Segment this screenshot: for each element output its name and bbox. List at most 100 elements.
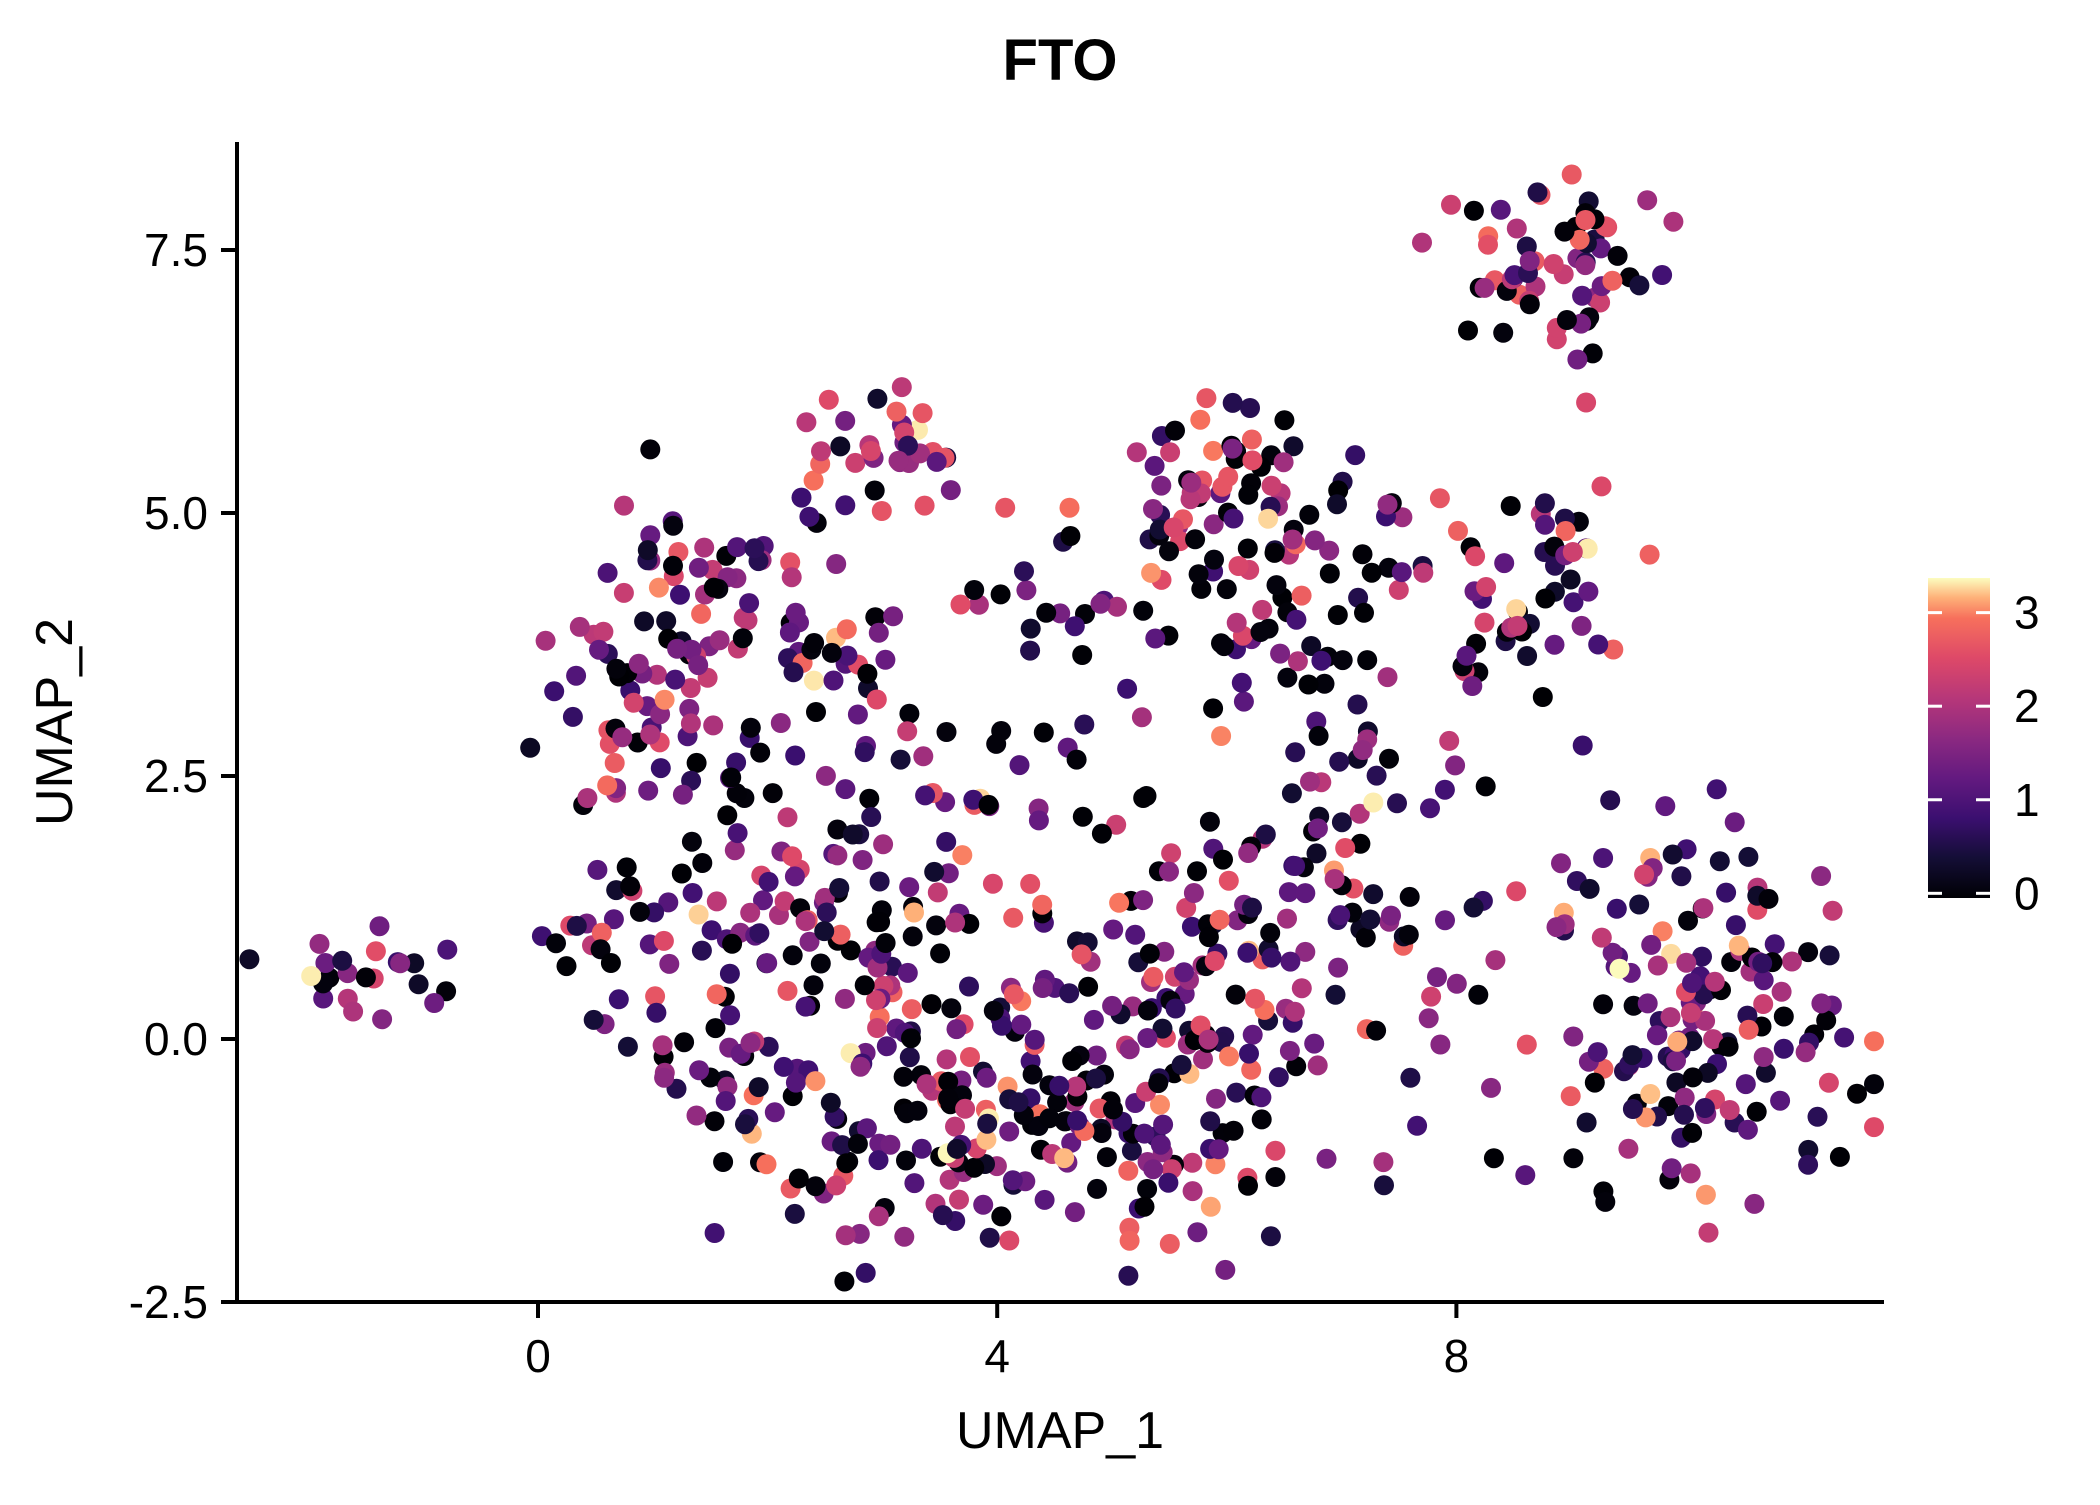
data-point — [1086, 1045, 1107, 1066]
data-point — [744, 538, 765, 559]
data-point — [795, 996, 816, 1017]
data-point — [876, 1036, 897, 1057]
data-point — [1468, 984, 1489, 1005]
data-point — [952, 845, 973, 866]
data-point — [390, 953, 411, 974]
data-point — [1218, 466, 1239, 487]
data-point — [1239, 1043, 1259, 1064]
data-point — [1020, 618, 1041, 639]
data-point — [1196, 388, 1217, 409]
data-point — [973, 1194, 994, 1215]
data-point — [835, 410, 856, 431]
data-point — [1660, 1007, 1681, 1028]
data-point — [628, 653, 649, 674]
data-point — [955, 1098, 976, 1119]
data-point — [1490, 199, 1511, 220]
data-point — [1032, 978, 1053, 998]
data-point — [640, 525, 661, 546]
data-point — [1753, 970, 1774, 991]
data-point — [1265, 1167, 1286, 1187]
data-point — [1543, 254, 1564, 274]
data-point — [640, 724, 661, 745]
data-point — [701, 920, 722, 941]
data-point — [617, 1036, 638, 1057]
data-point — [1028, 810, 1049, 831]
data-point — [566, 665, 587, 686]
data-point — [1203, 698, 1224, 719]
data-point — [1107, 596, 1127, 617]
data-point — [1061, 1132, 1082, 1153]
data-point — [650, 758, 671, 779]
data-point — [911, 1138, 932, 1159]
data-point — [719, 963, 740, 984]
data-point — [1678, 910, 1698, 931]
data-point — [1280, 951, 1301, 972]
data-point — [1228, 556, 1249, 576]
data-point — [715, 1091, 736, 1111]
data-point — [1816, 1010, 1837, 1031]
data-point — [780, 552, 801, 573]
data-point — [1481, 1077, 1501, 1098]
data-point — [623, 692, 644, 713]
data-point — [667, 638, 688, 659]
data-point — [1661, 1158, 1682, 1179]
data-point — [1119, 1230, 1140, 1251]
data-point — [544, 681, 565, 702]
data-point — [777, 807, 798, 828]
data-point — [756, 1154, 777, 1175]
data-point — [1325, 984, 1346, 1005]
data-point — [836, 1153, 857, 1174]
data-point — [785, 602, 806, 623]
data-point — [1637, 190, 1658, 211]
data-point — [964, 580, 985, 600]
data-point — [681, 639, 702, 660]
data-point — [815, 765, 836, 786]
data-point — [1773, 1006, 1794, 1027]
data-point — [1187, 1222, 1208, 1243]
data-point — [1516, 1034, 1537, 1055]
y-axis-ticks: 7.5 5.0 2.5 0.0 -2.5 — [129, 224, 237, 1328]
data-point — [1332, 650, 1353, 671]
data-point — [1003, 984, 1024, 1005]
data-point — [991, 1015, 1012, 1036]
data-point — [1379, 748, 1399, 769]
data-point — [587, 859, 608, 880]
data-point — [1692, 946, 1712, 967]
data-point — [1159, 861, 1179, 882]
data-point — [724, 840, 745, 861]
data-point — [893, 1066, 914, 1087]
data-point — [1640, 1084, 1661, 1104]
data-point — [686, 1105, 707, 1126]
data-point — [1163, 517, 1184, 538]
data-point — [782, 846, 803, 867]
data-point — [703, 577, 724, 598]
data-point — [1483, 1148, 1504, 1169]
data-point — [964, 1157, 985, 1178]
data-point — [1703, 1029, 1724, 1050]
data-point — [1366, 765, 1387, 786]
data-point — [1131, 707, 1152, 728]
data-point — [1060, 526, 1081, 546]
data-point — [593, 621, 614, 642]
data-point — [1032, 894, 1053, 915]
data-point — [646, 1002, 667, 1023]
data-point — [1674, 1104, 1694, 1125]
data-point — [855, 1262, 876, 1283]
data-point — [546, 933, 566, 954]
data-point — [1506, 881, 1527, 902]
data-point — [1143, 499, 1163, 519]
data-point — [1819, 945, 1840, 966]
data-point — [589, 639, 609, 660]
data-point — [365, 941, 386, 962]
data-point — [938, 1071, 959, 1092]
data-point — [1277, 908, 1297, 929]
data-point — [1737, 1119, 1758, 1140]
data-point — [898, 435, 918, 456]
data-point — [1091, 1123, 1112, 1143]
data-point — [1286, 609, 1307, 630]
data-point — [1798, 942, 1819, 963]
data-point — [1575, 255, 1596, 276]
data-point — [1238, 1175, 1258, 1196]
data-point — [705, 1018, 726, 1039]
data-point — [1697, 1062, 1718, 1083]
